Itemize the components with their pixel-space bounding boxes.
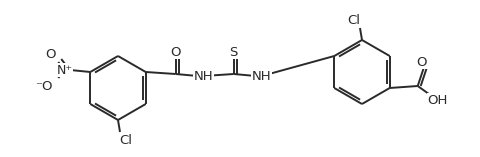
Text: Cl: Cl — [348, 14, 360, 27]
Text: O: O — [45, 48, 56, 60]
Text: NH: NH — [252, 70, 272, 84]
Text: N⁺: N⁺ — [56, 63, 72, 76]
Text: O: O — [171, 46, 181, 59]
Text: OH: OH — [428, 94, 448, 106]
Text: Cl: Cl — [120, 133, 132, 146]
Text: O: O — [417, 56, 427, 68]
Text: ⁻O: ⁻O — [35, 79, 52, 92]
Text: NH: NH — [194, 70, 214, 84]
Text: S: S — [228, 46, 237, 59]
